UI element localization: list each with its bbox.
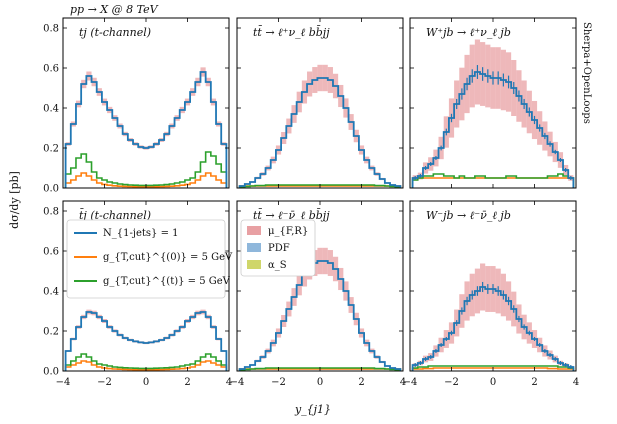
panel-label: W⁻jb → ℓ⁻ν̄_ℓ jb	[426, 209, 511, 222]
x-tick-label: 0	[317, 377, 323, 388]
panel-3: 0.0 0.2 0.4 0.6 0.8 −4 −2 0 2 4 t̄j (t-channel)	[43, 200, 232, 388]
panel-1: tt̄ → ℓ⁺ν_ℓ bb̄jj	[236, 17, 404, 189]
legend-lines: N_{1-jets} = 1 g_{T,cut}^{(0)} = 5 GeV g_{…	[66, 219, 233, 299]
panel-label: tt̄ → ℓ⁻ν̄_ℓ bb̄jj	[253, 209, 330, 222]
series-green-line	[64, 151, 228, 188]
panel-0: 0.0 0.2 0.4 0.6 0.8 tj (t-channel)	[43, 17, 230, 195]
series-green-line	[411, 173, 575, 188]
x-tick-label: 2	[358, 377, 364, 388]
legend-band-swatch	[247, 260, 261, 269]
panel-5: −4 −2 0 2 4 W⁻jb → ℓ⁻ν̄_ℓ jb	[403, 200, 579, 388]
panel-label: tt̄ → ℓ⁺ν_ℓ bb̄jj	[253, 26, 330, 39]
x-axis-label: y_{j1}	[294, 403, 331, 416]
y-tick-label: 0.8	[43, 207, 59, 218]
x-tick-label: −2	[97, 377, 112, 388]
series-main-line	[238, 260, 402, 371]
y-tick-label: 0.2	[43, 327, 59, 338]
x-tick-label: 0	[143, 377, 149, 388]
x-tick-label: 0	[490, 377, 496, 388]
side-label: Sherpa+OpenLoops	[581, 22, 592, 124]
x-tick-label: −2	[271, 377, 286, 388]
x-tick-label: 4	[226, 377, 232, 388]
x-tick-label: 4	[400, 377, 406, 388]
x-tick-label: −4	[56, 377, 71, 388]
y-tick-label: 0.8	[43, 24, 59, 35]
y-tick-label: 0.2	[43, 144, 59, 155]
legend-line-label: N_{1-jets} = 1	[103, 228, 178, 239]
y-tick-label: 0.0	[43, 367, 59, 378]
series-green-line	[411, 365, 575, 371]
y-axis-label: dσ/dy [pb]	[8, 171, 21, 229]
legend-bands: μ_{F,R} PDF α_S	[240, 219, 316, 277]
series-main-line	[411, 286, 575, 371]
y-tick-label: 0.6	[43, 64, 59, 75]
legend-band-label: μ_{F,R}	[268, 226, 308, 237]
x-tick-label: 2	[184, 377, 190, 388]
y-tick-label: 0.0	[43, 184, 59, 195]
legend-band-swatch	[247, 243, 261, 252]
series-main-line	[238, 77, 402, 188]
y-tick-label: 0.6	[43, 247, 59, 258]
x-tick-label: −2	[444, 377, 459, 388]
legend-line-label: g_{T,cut}^{(t)} = 5 GeV	[103, 276, 231, 287]
legend-band-label: PDF	[268, 243, 290, 254]
y-tick-label: 0.4	[43, 104, 59, 115]
panel-label: tj (t-channel)	[79, 26, 151, 39]
x-tick-label: −4	[403, 377, 418, 388]
y-tick-label: 0.4	[43, 287, 59, 298]
series-main-line	[64, 311, 228, 371]
legend-box	[66, 219, 226, 299]
legend-line-label: g_{T,cut}^{(0)} = 5 GeV	[103, 252, 233, 263]
panel-2: W⁺jb → ℓ⁺ν_ℓ jb	[409, 17, 577, 189]
legend-band-swatch	[247, 226, 261, 235]
panel-label: t̄j (t-channel)	[79, 209, 151, 222]
x-tick-label: 2	[531, 377, 537, 388]
figure-header: pp → X @ 8 TeV	[70, 3, 159, 16]
x-tick-label: −4	[230, 377, 245, 388]
x-tick-label: 4	[573, 377, 579, 388]
panel-frame	[236, 17, 404, 189]
legend-band-label: α_S	[268, 260, 287, 271]
series-main-line	[64, 71, 228, 188]
series-main-line	[411, 71, 575, 188]
panel-4: −4 −2 0 2 4 tt̄ → ℓ⁻ν̄_ℓ bb̄jj	[230, 200, 406, 388]
panel-label: W⁺jb → ℓ⁺ν_ℓ jb	[426, 26, 511, 39]
